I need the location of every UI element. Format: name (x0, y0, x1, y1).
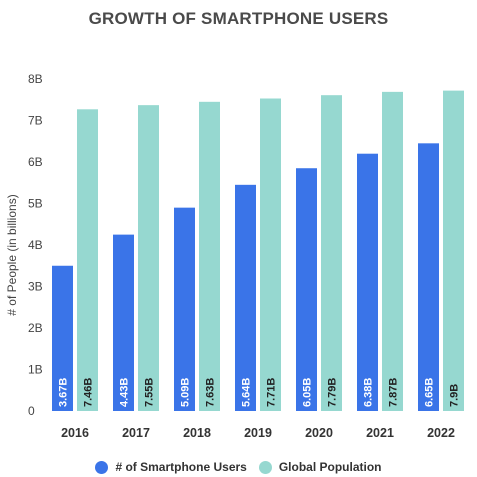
bar-data-label: 7.9B (449, 384, 461, 407)
y-tick-label: 3B (28, 280, 43, 294)
bar-data-label: 5.09B (180, 378, 192, 407)
bar-data-label: 7.71B (266, 378, 278, 407)
bar-global-population (321, 95, 342, 411)
bar-data-label: 7.55B (144, 378, 156, 407)
x-tick-label: 2018 (183, 426, 211, 440)
legend-label-smartphone-users: # of Smartphone Users (115, 460, 247, 474)
y-tick-label: 2B (28, 321, 43, 335)
bar-global-population (77, 109, 98, 412)
y-tick-label: 5B (28, 197, 43, 211)
bar-smartphone-users (296, 168, 317, 411)
y-tick-label: 8B (28, 72, 43, 86)
x-tick-label: 2021 (366, 426, 394, 440)
bar-global-population (443, 90, 464, 412)
bar-data-label: 7.46B (83, 378, 95, 407)
bar-smartphone-users (174, 207, 195, 411)
bar-global-population (138, 105, 159, 412)
bar-data-label: 7.87B (388, 378, 400, 407)
legend-swatch-smartphone-users (95, 460, 109, 474)
bar-data-label: 6.05B (302, 378, 314, 407)
bar-smartphone-users (418, 143, 439, 411)
legend-item-smartphone-users: # of Smartphone Users (95, 460, 247, 474)
y-tick-label: 0 (28, 404, 35, 418)
bar-data-label: 5.64B (241, 378, 253, 407)
legend-item-global-population: Global Population (258, 460, 382, 474)
bar-smartphone-users (113, 234, 134, 411)
y-tick-label: 1B (28, 363, 43, 377)
bar-chart: 0 1B 2B 3B 4B 5B 6B 7B 8B # of People (in billion… (5, 72, 464, 440)
chart-title: GROWTH OF SMARTPHONE USERS (88, 9, 389, 28)
x-tick-label: 2019 (244, 426, 272, 440)
bar-data-label: 4.43B (119, 378, 131, 407)
legend-swatch-global-population (258, 460, 272, 474)
y-axis-label: # of People (in billions) (5, 194, 19, 315)
bar-global-population (199, 101, 220, 411)
bar-data-label: 7.63B (205, 378, 217, 407)
bar-data-label: 3.67B (58, 378, 70, 407)
chart-legend: # of Smartphone Users Global Population (0, 460, 477, 474)
x-tick-label: 2022 (427, 426, 455, 440)
bar-smartphone-users (52, 265, 73, 411)
x-tick-label: 2020 (305, 426, 333, 440)
bar-global-population (260, 98, 281, 411)
x-tick-label: 2016 (61, 426, 89, 440)
bar-data-label: 6.65B (424, 378, 436, 407)
bar-data-label: 7.79B (327, 378, 339, 407)
y-tick-label: 7B (28, 114, 43, 128)
y-tick-label: 4B (28, 238, 43, 252)
legend-label-global-population: Global Population (278, 460, 382, 474)
bar-data-label: 6.38B (363, 378, 375, 407)
y-tick-label: 6B (28, 155, 43, 169)
x-tick-label: 2017 (122, 426, 150, 440)
bar-global-population (382, 91, 403, 412)
bar-smartphone-users (357, 153, 378, 411)
bar-smartphone-users (235, 184, 256, 411)
